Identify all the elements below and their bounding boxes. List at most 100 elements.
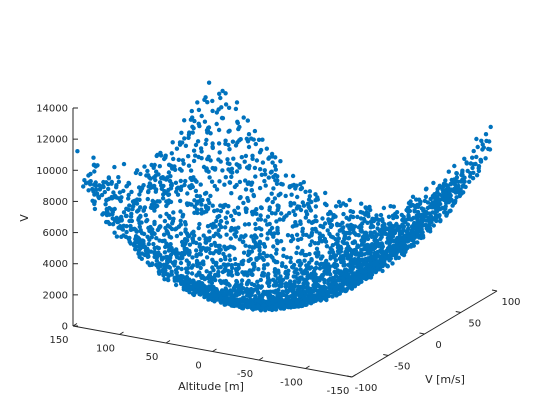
scatter-point (210, 98, 215, 104)
scatter-point (464, 160, 469, 165)
scatter-point (471, 170, 476, 175)
scatter-point (333, 281, 339, 287)
y-tick-label: 50 (468, 319, 481, 330)
scatter-point (358, 262, 363, 268)
scatter-point (111, 190, 116, 195)
scatter-point (275, 174, 280, 179)
scatter-point (231, 156, 236, 161)
scatter-point (302, 269, 307, 274)
scatter-point (253, 141, 258, 147)
scatter-point (378, 236, 383, 242)
scatter-point (283, 264, 288, 270)
scatter-point (272, 279, 278, 284)
scatter-point (204, 190, 209, 196)
scatter-point (204, 137, 209, 143)
scatter-point (190, 231, 195, 236)
scatter-point (184, 270, 189, 275)
scatter-point (367, 204, 372, 210)
scatter-point (203, 141, 208, 147)
scatter-point (352, 271, 357, 276)
scatter-point (253, 174, 258, 179)
scatter-point (218, 203, 223, 208)
scatter-point (405, 229, 410, 235)
scatter-point (419, 212, 424, 218)
scatter-point (234, 162, 239, 167)
scatter-point (219, 105, 224, 110)
scatter-point (317, 237, 323, 242)
scatter-point (328, 256, 333, 261)
scatter-point (452, 200, 458, 205)
scatter-point (227, 161, 232, 167)
scatter-point (470, 165, 475, 171)
scatter-point (234, 268, 239, 273)
scatter-point (212, 183, 217, 189)
scatter-point (121, 161, 127, 167)
scatter-point (134, 209, 140, 214)
scatter-point (313, 204, 319, 209)
scatter-point (392, 230, 398, 236)
scatter-point (352, 231, 357, 236)
scatter-point (269, 211, 275, 216)
scatter-point (119, 226, 124, 231)
scatter-point (402, 249, 407, 254)
scatter-point (114, 215, 119, 220)
scatter-point (279, 281, 284, 286)
scatter-point (262, 168, 267, 173)
scatter-point (227, 253, 232, 258)
scatter-point (332, 269, 337, 275)
scatter-point (193, 188, 199, 194)
scatter-point (343, 288, 348, 294)
scatter-point (124, 224, 129, 229)
scatter-point (256, 267, 261, 272)
scatter-point (251, 137, 256, 142)
scatter-point (294, 250, 299, 256)
scatter-point (104, 198, 109, 203)
scatter-point (100, 183, 106, 188)
scatter-point (484, 138, 489, 144)
scatter-point (154, 169, 159, 174)
scatter-point (81, 184, 86, 189)
scatter-point (243, 153, 249, 159)
scatter-point (412, 208, 417, 213)
scatter-point (309, 257, 314, 262)
scatter-point (312, 280, 318, 285)
scatter-point (164, 241, 169, 247)
scatter-point (234, 169, 240, 174)
scatter-point (380, 223, 385, 228)
scatter-point (233, 106, 239, 112)
scatter-point (410, 194, 416, 199)
scatter-point (172, 263, 177, 268)
scatter-point (336, 199, 342, 205)
scatter-point (151, 241, 156, 247)
scatter-point (374, 266, 380, 271)
scatter-point (237, 195, 243, 201)
scatter-point (252, 264, 257, 269)
scatter-point (330, 243, 335, 248)
scatter-point (365, 220, 370, 225)
scatter-point (181, 161, 186, 166)
scatter-point (363, 256, 368, 262)
scatter-point (270, 304, 275, 310)
scatter-point (273, 283, 278, 288)
scatter-point (170, 219, 176, 224)
z-tick-label: 4000 (43, 259, 68, 270)
x-tick-mark (351, 374, 357, 378)
scatter-point (266, 283, 272, 289)
scatter-point (146, 189, 151, 195)
scatter-point (253, 226, 258, 232)
scatter-point (236, 225, 241, 230)
scatter-point (195, 100, 200, 105)
scatter-point (278, 191, 283, 196)
scatter-point (191, 292, 197, 298)
scatter-point (145, 254, 150, 259)
scatter-point (168, 182, 174, 188)
scatter-point (368, 261, 373, 266)
scatter-point (443, 204, 448, 209)
scatter-point (179, 266, 184, 272)
scatter-point (188, 185, 193, 191)
scatter-point (204, 166, 209, 172)
scatter-point (233, 143, 239, 148)
scatter-point (424, 211, 429, 216)
scatter-point (295, 194, 300, 200)
scatter-point (425, 228, 431, 233)
